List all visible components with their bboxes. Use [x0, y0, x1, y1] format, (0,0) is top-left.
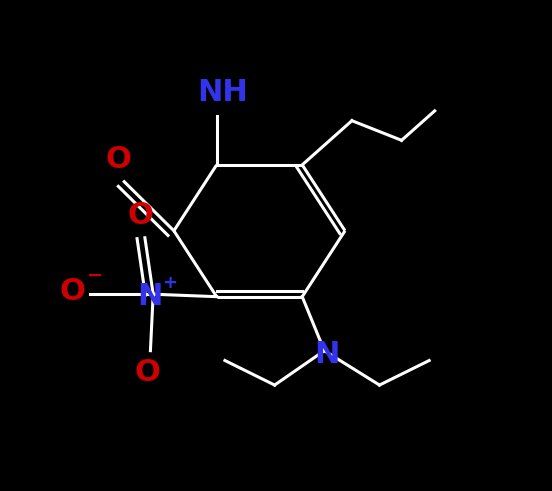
- Text: O: O: [59, 277, 85, 306]
- Text: O: O: [135, 358, 161, 387]
- Text: NH: NH: [197, 78, 247, 107]
- Text: −: −: [87, 266, 103, 285]
- Text: N: N: [138, 282, 163, 311]
- Text: O: O: [106, 145, 131, 174]
- Text: +: +: [162, 274, 177, 293]
- Text: O: O: [128, 201, 153, 230]
- Text: N: N: [315, 340, 339, 369]
